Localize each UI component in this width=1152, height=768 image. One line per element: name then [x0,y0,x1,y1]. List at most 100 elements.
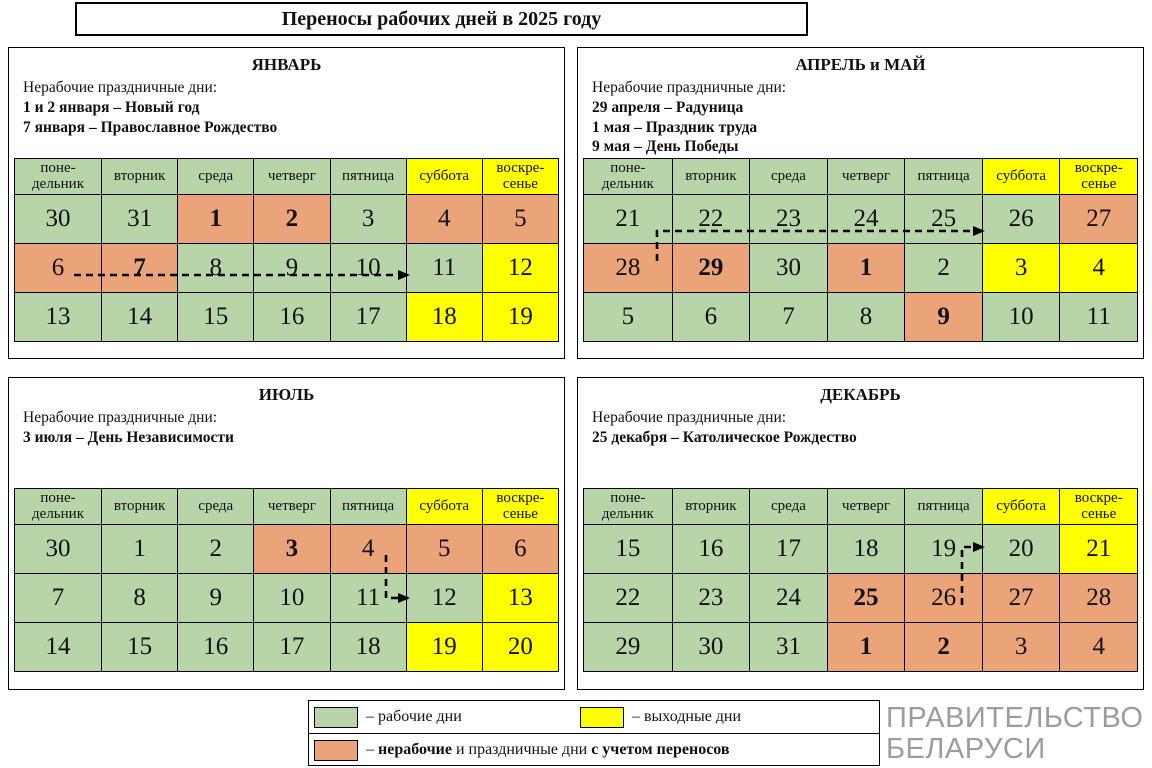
calendar-week-row: 28 29 30 1 2 3 4 [583,243,1138,293]
calendar-week-row: 30 31 1 2 3 4 5 [13,194,560,244]
calendar-week-row: 29 30 31 1 2 3 4 [583,622,1138,672]
calendar-table: поне- дельник вторник среда четверг пятница с… [583,488,1138,672]
day-cell: 6 [481,524,560,574]
weekday-header: поне- дельник [583,488,673,525]
day-cell: 10 [981,292,1061,342]
day-cell: 10 [329,243,407,293]
weekday-header: вторник [671,158,751,195]
weekday-header-row: поне- дельник вторник среда четверг пятница с… [583,158,1138,195]
weekday-header: пятница [904,158,983,195]
day-cell: 16 [177,622,255,672]
day-cell: 13 [13,292,103,342]
weekday-header: вторник [101,488,179,525]
calendar-week-row: 5 6 7 8 9 10 11 [583,292,1138,342]
legend: – рабочие дни – выходные дни – нерабочие … [308,700,880,766]
weekday-header: суббота [405,158,483,195]
panel-title: ЯНВАРЬ [251,55,322,74]
legend-item: – выходные дни [578,706,844,728]
day-cell: 31 [101,194,179,244]
day-cell: 4 [329,524,407,574]
calendar-week-row: 6 7 8 9 10 11 12 [13,243,560,293]
day-cell: 13 [481,573,560,623]
day-cell: 30 [671,622,751,672]
calendar-week-row: 14 15 16 17 18 19 20 [13,622,560,672]
day-cell: 7 [101,243,179,293]
calendar-panel-january: ЯНВАРЬ Нерабочие праздничные дни: 1 и 2 … [8,47,565,359]
day-cell: 24 [749,573,828,623]
holiday-entry: 1 мая – Праздник труда [592,118,758,136]
day-cell: 2 [253,194,331,244]
calendar-week-row: 7 8 9 10 11 12 13 [13,573,560,623]
day-cell: 1 [826,622,906,672]
legend-row: – рабочие дни – выходные дни [309,701,879,733]
weekday-header: поне- дельник [583,158,673,195]
day-cell: 26 [981,194,1061,244]
holidays-label: Нерабочие праздничные дни: [592,409,787,426]
calendar-week-row: 22 23 24 25 26 27 28 [583,573,1138,623]
weekday-header: воскре- сенье [1059,158,1138,195]
day-cell: 1 [101,524,179,574]
brand-line2: БЕЛАРУСИ [886,733,1046,765]
calendar-week-row: 15 16 17 18 19 20 21 [583,524,1138,574]
weekday-header: суббота [405,488,483,525]
weekday-header-row: поне- дельник вторник среда четверг пятница с… [13,158,560,195]
calendar-panel-december: ДЕКАБРЬ Нерабочие праздничные дни: 25 де… [577,377,1144,690]
day-cell: 30 [13,194,103,244]
day-cell: 4 [405,194,483,244]
day-cell: 20 [481,622,560,672]
day-cell: 16 [671,524,751,574]
weekday-header: воскре- сенье [481,488,560,525]
calendar-table-wrap: поне- дельник вторник среда четверг пятница с… [583,488,1138,672]
legend-row: – нерабочие и праздничные дни с учетом п… [309,733,879,766]
holiday-entry: 9 мая – День Победы [592,138,739,156]
weekday-header: суббота [981,158,1061,195]
weekday-header: четверг [826,488,906,525]
day-cell: 17 [253,622,331,672]
day-cell: 30 [749,243,828,293]
holidays-block: Нерабочие праздничные дни: 3 июля – День… [23,408,564,448]
weekday-header: суббота [981,488,1061,525]
day-cell: 29 [671,243,751,293]
page-title: Переносы рабочих дней в 2025 году [281,7,602,30]
day-cell: 18 [329,622,407,672]
weekday-header: среда [177,488,255,525]
day-cell: 2 [904,243,983,293]
day-cell: 31 [749,622,828,672]
weekday-header: пятница [329,158,407,195]
panel-title: ДЕКАБРЬ [820,385,901,404]
day-cell: 27 [1059,194,1138,244]
day-cell: 25 [826,573,906,623]
holidays-block: Нерабочие праздничные дни: 25 декабря – … [592,408,1143,448]
day-cell: 7 [13,573,103,623]
day-cell: 9 [253,243,331,293]
legend-item: – нерабочие и праздничные дни с учетом п… [312,739,730,761]
legend-swatch-holiday [314,739,358,761]
day-cell: 6 [13,243,103,293]
holidays-label: Нерабочие праздничные дни: [23,409,218,426]
day-cell: 1 [826,243,906,293]
day-cell: 18 [405,292,483,342]
calendar-panel-april-may: АПРЕЛЬ и МАЙ Нерабочие праздничные дни: … [577,47,1144,359]
day-cell: 4 [1059,243,1138,293]
day-cell: 3 [253,524,331,574]
calendar-table-wrap: поне- дельник вторник среда четверг пятница с… [583,158,1138,342]
day-cell: 10 [253,573,331,623]
panel-title: АПРЕЛЬ и МАЙ [795,55,926,74]
day-cell: 1 [177,194,255,244]
weekday-header: четверг [253,488,331,525]
day-cell: 12 [481,243,560,293]
day-cell: 15 [583,524,673,574]
day-cell: 3 [981,622,1061,672]
legend-swatch-work [314,706,358,728]
day-cell: 17 [329,292,407,342]
holiday-entry: 3 июля – День Независимости [23,428,234,446]
day-cell: 8 [177,243,255,293]
weekday-header: поне- дельник [13,488,103,525]
day-cell: 14 [13,622,103,672]
day-cell: 8 [826,292,906,342]
day-cell: 17 [749,524,828,574]
day-cell: 28 [583,243,673,293]
calendar-table: поне- дельник вторник среда четверг пятница с… [13,158,560,342]
day-cell: 11 [329,573,407,623]
weekday-header: пятница [904,488,983,525]
